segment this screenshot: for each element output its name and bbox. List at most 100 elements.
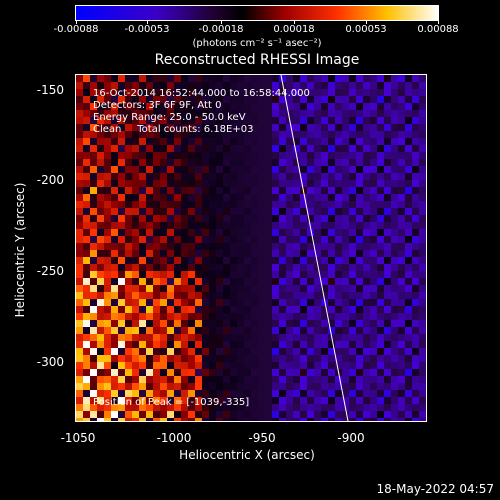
heatmap-pixel: [328, 187, 335, 194]
heatmap-pixel: [412, 306, 419, 313]
heatmap-pixel: [356, 89, 363, 96]
heatmap-pixel: [398, 341, 405, 348]
heatmap-pixel: [412, 404, 419, 411]
heatmap-pixel: [90, 320, 97, 327]
heatmap-pixel: [90, 138, 97, 145]
colorbar-tick-label: -0.00088: [53, 24, 99, 35]
heatmap-pixel: [237, 369, 244, 376]
heatmap-pixel: [132, 257, 139, 264]
heatmap-pixel: [174, 131, 181, 138]
heatmap-pixel: [216, 201, 223, 208]
heatmap-pixel: [216, 327, 223, 334]
heatmap-pixel: [272, 145, 279, 152]
heatmap-pixel: [83, 243, 90, 250]
heatmap-pixel: [83, 180, 90, 187]
heatmap-pixel: [314, 89, 321, 96]
heatmap-pixel: [209, 418, 216, 421]
heatmap-pixel: [335, 411, 342, 418]
heatmap-pixel: [286, 383, 293, 390]
heatmap-pixel: [363, 110, 370, 117]
heatmap-pixel: [398, 320, 405, 327]
heatmap-pixel: [335, 187, 342, 194]
heatmap-pixel: [223, 320, 230, 327]
heatmap-pixel: [328, 96, 335, 103]
heatmap-pixel: [258, 257, 265, 264]
heatmap-pixel: [216, 138, 223, 145]
heatmap-pixel: [391, 138, 398, 145]
heatmap-pixel: [391, 89, 398, 96]
heatmap-pixel: [237, 180, 244, 187]
heatmap-pixel: [363, 75, 370, 82]
heatmap-pixel: [363, 390, 370, 397]
heatmap-pixel: [377, 369, 384, 376]
heatmap-pixel: [307, 271, 314, 278]
heatmap-pixel: [209, 96, 216, 103]
heatmap-pixel: [307, 285, 314, 292]
heatmap-pixel: [132, 306, 139, 313]
heatmap-pixel: [300, 285, 307, 292]
heatmap-pixel: [90, 117, 97, 124]
heatmap-pixel: [328, 271, 335, 278]
heatmap-pixel: [83, 292, 90, 299]
heatmap-pixel: [328, 145, 335, 152]
heatmap-pixel: [174, 180, 181, 187]
heatmap-pixel: [412, 390, 419, 397]
heatmap-pixel: [356, 348, 363, 355]
heatmap-pixel: [202, 271, 209, 278]
heatmap-pixel: [83, 208, 90, 215]
heatmap-pixel: [104, 292, 111, 299]
heatmap-pixel: [342, 145, 349, 152]
heatmap-pixel: [188, 75, 195, 82]
heatmap-pixel: [237, 215, 244, 222]
heatmap-pixel: [391, 152, 398, 159]
heatmap-pixel: [363, 236, 370, 243]
heatmap-pixel: [125, 299, 132, 306]
x-tick-label: -1000: [156, 431, 192, 445]
heatmap-pixel: [293, 362, 300, 369]
heatmap-pixel: [125, 355, 132, 362]
heatmap-pixel: [90, 208, 97, 215]
heatmap-pixel: [97, 187, 104, 194]
heatmap-pixel: [237, 390, 244, 397]
heatmap-pixel: [202, 180, 209, 187]
heatmap-pixel: [188, 264, 195, 271]
heatmap-pixel: [251, 334, 258, 341]
heatmap-pixel: [244, 96, 251, 103]
heatmap-pixel: [363, 264, 370, 271]
heatmap-pixel: [328, 313, 335, 320]
heatmap-pixel: [230, 320, 237, 327]
heatmap-pixel: [90, 82, 97, 89]
heatmap-pixel: [118, 418, 125, 421]
heatmap-pixel: [328, 229, 335, 236]
heatmap-pixel: [181, 229, 188, 236]
heatmap-pixel: [181, 194, 188, 201]
heatmap-pixel: [146, 180, 153, 187]
heatmap-pixel: [412, 117, 419, 124]
heatmap-pixel: [342, 418, 349, 421]
heatmap-pixel: [139, 306, 146, 313]
heatmap-pixel: [314, 229, 321, 236]
heatmap-pixel: [307, 411, 314, 418]
heatmap-pixel: [160, 278, 167, 285]
heatmap-pixel: [230, 369, 237, 376]
heatmap-pixel: [202, 376, 209, 383]
heatmap-pixel: [391, 208, 398, 215]
heatmap-pixel: [405, 222, 412, 229]
heatmap-pixel: [104, 285, 111, 292]
heatmap-pixel: [76, 236, 83, 243]
heatmap-pixel: [279, 348, 286, 355]
heatmap-pixel: [83, 285, 90, 292]
heatmap-pixel: [279, 355, 286, 362]
heatmap-pixel: [237, 278, 244, 285]
heatmap-pixel: [195, 376, 202, 383]
heatmap-pixel: [125, 173, 132, 180]
heatmap-pixel: [412, 138, 419, 145]
heatmap-pixel: [237, 152, 244, 159]
heatmap-pixel: [195, 103, 202, 110]
heatmap-pixel: [153, 138, 160, 145]
heatmap-pixel: [146, 390, 153, 397]
heatmap-pixel: [76, 166, 83, 173]
heatmap-pixel: [349, 306, 356, 313]
heatmap-pixel: [104, 173, 111, 180]
heatmap-pixel: [167, 117, 174, 124]
